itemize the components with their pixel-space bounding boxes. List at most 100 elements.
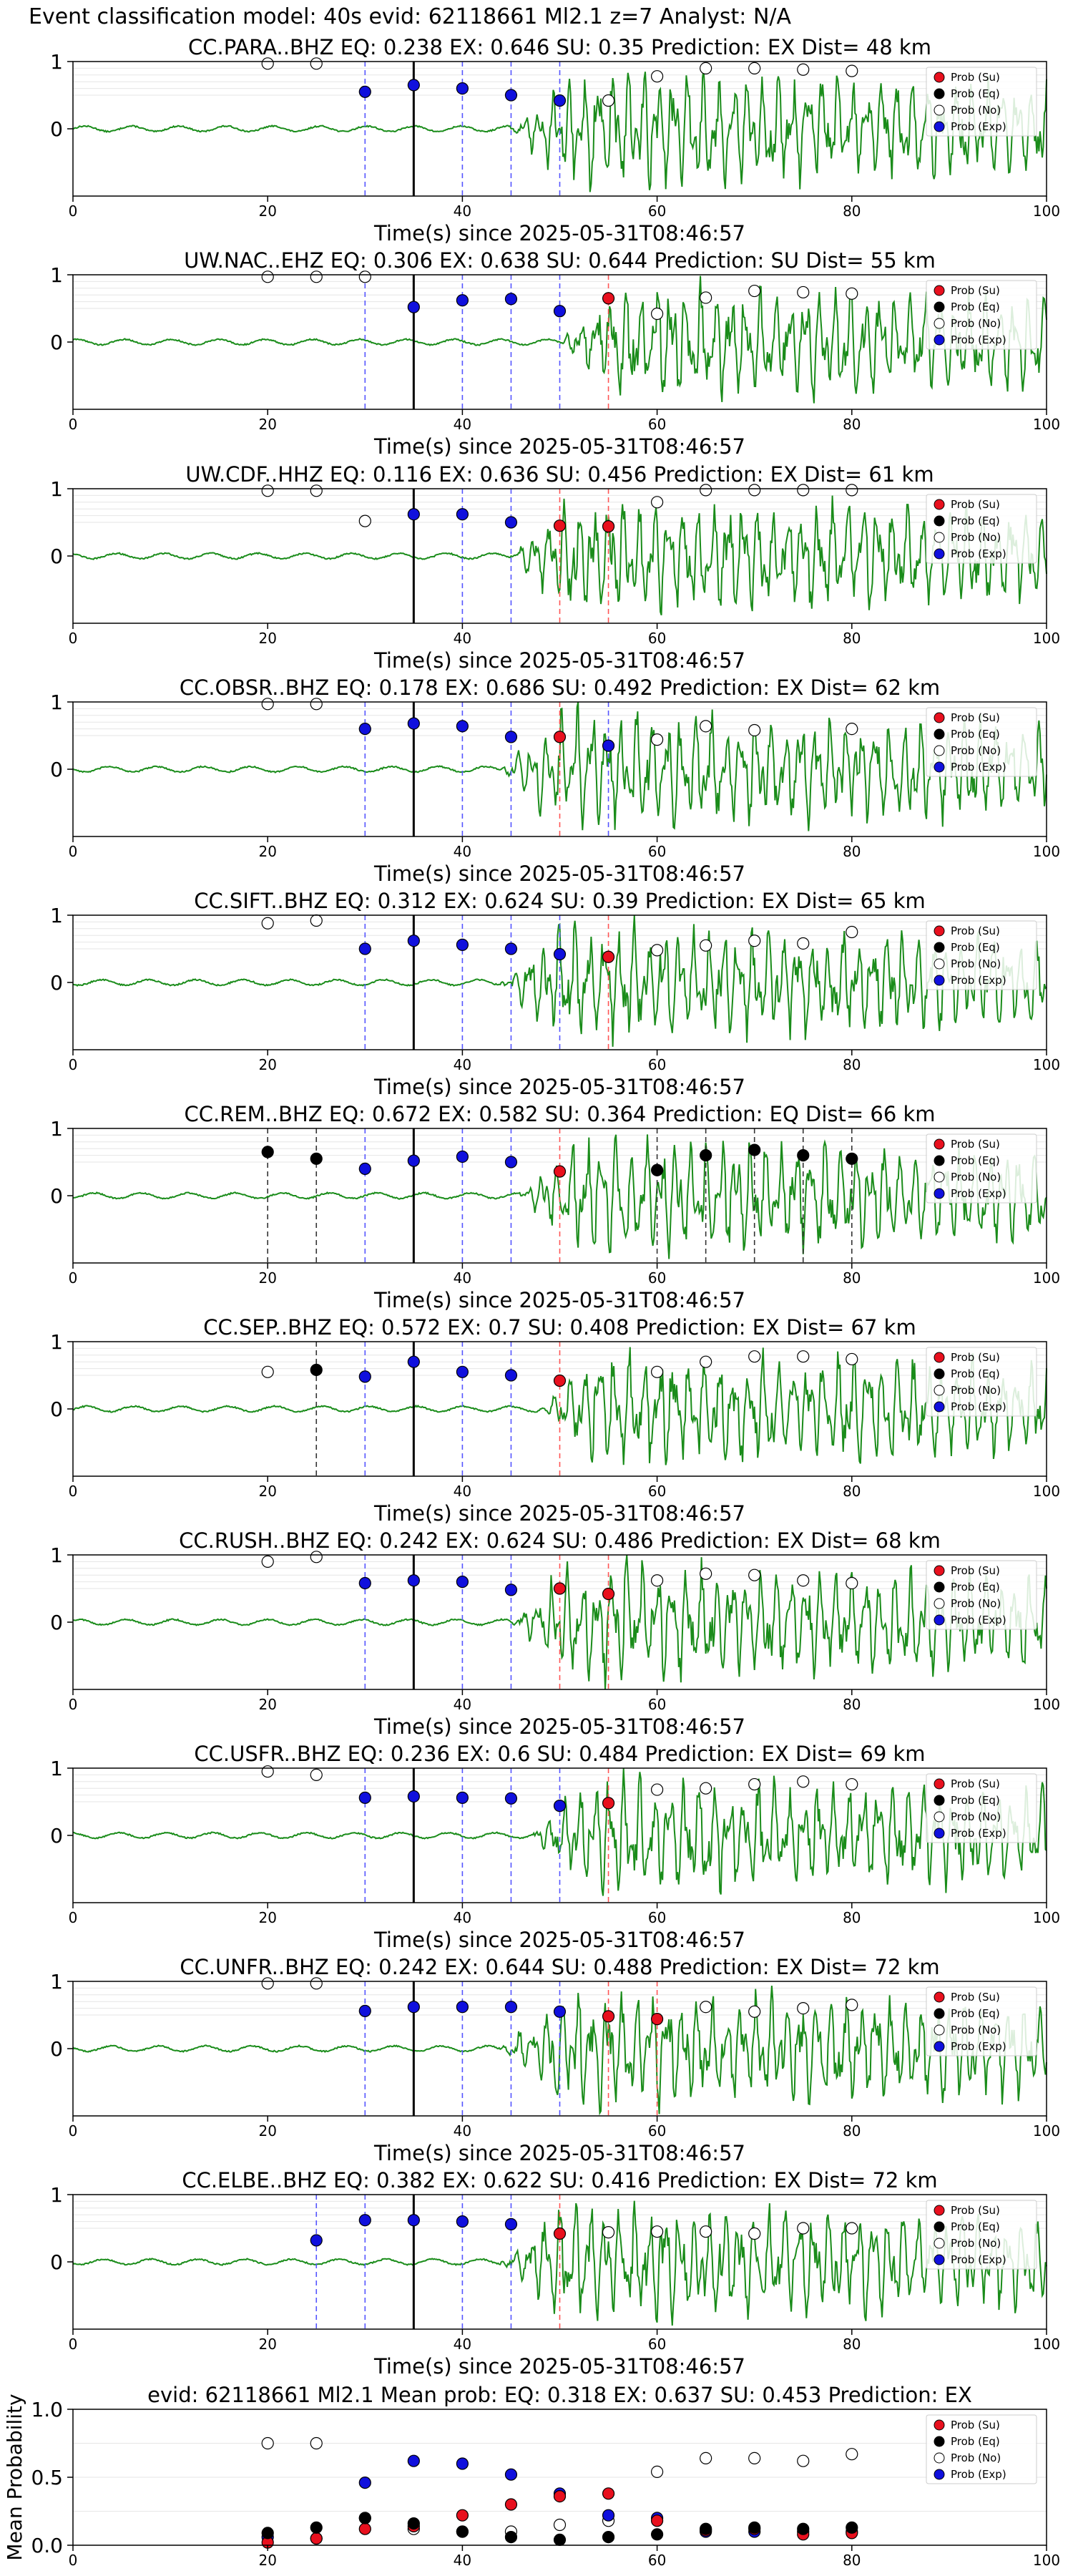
x-tick-label: 100	[1033, 843, 1060, 860]
point-exp	[310, 2234, 323, 2247]
legend-marker-eq	[934, 728, 945, 740]
x-tick-label: 0	[69, 2122, 78, 2140]
point-no	[310, 1977, 323, 1990]
y-tick-label: 0	[50, 545, 63, 568]
x-tick-label: 40	[454, 2552, 471, 2569]
legend-marker-eq	[934, 942, 945, 953]
x-tick-label: 60	[648, 203, 666, 220]
legend-marker-exp	[934, 2469, 945, 2480]
point-eq	[650, 2528, 664, 2541]
point-eq	[700, 1148, 712, 1162]
legend-label-su: Prob (Su)	[951, 1564, 1000, 1577]
point-eq	[261, 2527, 274, 2540]
point-no	[797, 1350, 810, 1363]
point-exp	[504, 942, 518, 955]
point-su	[602, 2487, 615, 2500]
x-tick-label: 60	[648, 1269, 666, 1287]
panel-title: CC.UNFR..BHZ EQ: 0.242 EX: 0.644 SU: 0.4…	[180, 1955, 939, 1979]
legend-label-exp: Prob (Exp)	[951, 2468, 1006, 2481]
legend-label-su: Prob (Su)	[951, 711, 1000, 724]
x-axis-label: Time(s) since 2025-05-31T08:46:57	[373, 2354, 745, 2379]
legend-label-exp: Prob (Exp)	[951, 1614, 1006, 1626]
point-exp	[553, 1800, 567, 1813]
y-tick-label: 0	[50, 117, 63, 141]
x-tick-label: 100	[1033, 1056, 1060, 1073]
legend-marker-no	[934, 318, 945, 329]
y-tick-label: 1.0	[31, 2398, 63, 2421]
legend-box	[926, 67, 1037, 137]
point-exp	[456, 938, 469, 951]
legend-label-eq: Prob (Eq)	[951, 941, 1000, 954]
point-no	[650, 2225, 664, 2238]
panel-title: CC.SIFT..BHZ EQ: 0.312 EX: 0.624 SU: 0.3…	[194, 889, 926, 913]
point-exp	[407, 2214, 420, 2227]
legend-marker-eq	[934, 1795, 945, 1806]
legend-marker-no	[934, 958, 945, 970]
legend-label-exp: Prob (Exp)	[951, 120, 1006, 133]
x-tick-label: 0	[69, 203, 78, 220]
legend-marker-no	[934, 2238, 945, 2249]
point-su	[553, 1582, 567, 1595]
point-no	[261, 484, 274, 497]
point-exp	[407, 935, 420, 947]
legend-label-no: Prob (No)	[951, 957, 1001, 970]
x-tick-label: 40	[454, 2336, 471, 2353]
point-exp	[358, 722, 371, 736]
point-exp	[553, 947, 567, 961]
panel-title: evid: 62118661 Ml2.1 Mean prob: EQ: 0.31…	[147, 2383, 972, 2407]
x-tick-label: 60	[648, 2336, 666, 2353]
legend-label-eq: Prob (Eq)	[951, 2220, 1000, 2233]
x-tick-label: 80	[843, 2122, 861, 2140]
x-tick-label: 80	[843, 1056, 861, 1073]
x-tick-label: 0	[69, 2336, 78, 2353]
point-su	[504, 2498, 518, 2511]
legend-label-eq: Prob (Eq)	[951, 1794, 1000, 1807]
legend-label-no: Prob (No)	[951, 2024, 1001, 2036]
legend-label-exp: Prob (Exp)	[951, 1400, 1006, 1413]
station-panel-4: CC.SIFT..BHZ EQ: 0.312 EX: 0.624 SU: 0.3…	[50, 889, 1060, 1099]
point-no	[700, 62, 712, 75]
point-exp	[407, 1574, 420, 1587]
point-no	[748, 1350, 761, 1363]
x-tick-label: 40	[454, 416, 471, 433]
legend-marker-exp	[934, 548, 945, 560]
x-tick-label: 0	[69, 2552, 78, 2569]
point-no	[310, 57, 323, 70]
point-eq	[310, 2521, 323, 2534]
point-no	[650, 944, 664, 957]
point-no	[261, 1765, 274, 1778]
point-su	[553, 1374, 567, 1387]
point-exp	[456, 82, 469, 95]
point-no	[700, 2225, 712, 2238]
legend-box	[926, 280, 1037, 350]
point-su	[553, 2490, 567, 2503]
point-exp	[407, 301, 420, 313]
x-tick-label: 60	[648, 1696, 666, 1713]
point-no	[797, 2222, 810, 2235]
point-eq	[261, 1146, 274, 1158]
legend-label-no: Prob (No)	[951, 1597, 1001, 1610]
y-tick-label: 0	[50, 1397, 63, 1421]
waveform-trace	[72, 1986, 1047, 2116]
x-tick-label: 40	[454, 203, 471, 220]
point-exp	[456, 294, 469, 307]
legend-label-eq: Prob (Eq)	[951, 1581, 1000, 1594]
point-eq	[700, 2522, 712, 2535]
legend-box	[926, 1986, 1037, 2057]
y-axis-label: Mean Probability	[3, 2394, 26, 2560]
legend-marker-su	[934, 925, 945, 937]
legend-label-eq: Prob (Eq)	[951, 87, 1000, 100]
legend-marker-exp	[934, 1828, 945, 1839]
point-exp	[358, 942, 371, 955]
point-no	[650, 733, 664, 746]
panel-title: CC.RUSH..BHZ EQ: 0.242 EX: 0.624 SU: 0.4…	[179, 1528, 941, 1553]
point-su	[553, 519, 567, 532]
point-exp	[456, 2001, 469, 2014]
panel-title: CC.REM..BHZ EQ: 0.672 EX: 0.582 SU: 0.36…	[184, 1102, 935, 1126]
point-no	[261, 1977, 274, 1990]
point-eq	[797, 2522, 810, 2535]
legend-marker-eq	[934, 1368, 945, 1380]
point-no	[748, 1568, 761, 1581]
point-eq	[504, 2531, 518, 2544]
point-no	[797, 286, 810, 299]
